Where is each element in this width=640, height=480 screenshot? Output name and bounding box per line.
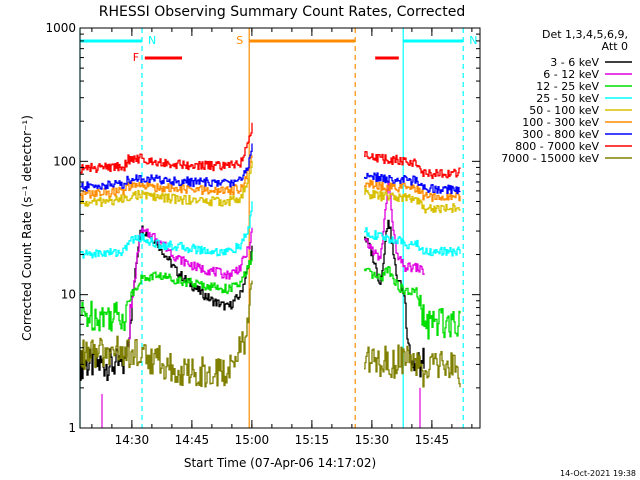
series-line <box>80 122 253 174</box>
series-line <box>364 219 425 378</box>
series-line <box>80 225 253 382</box>
x-tick-label: 15:00 <box>235 433 270 447</box>
legend-label: 25 - 50 keV <box>536 92 599 105</box>
y-tick-label: 100 <box>53 154 76 168</box>
series-line <box>80 280 253 388</box>
series-line <box>364 151 461 179</box>
x-tick-label: 15:15 <box>295 433 330 447</box>
legend-label: 50 - 100 keV <box>529 104 599 117</box>
plot-area: N NFS <box>79 28 477 428</box>
legend-label: 100 - 300 keV <box>522 116 599 129</box>
series-line <box>80 251 253 332</box>
x-tick-label: 14:45 <box>175 433 210 447</box>
series-line <box>364 172 461 195</box>
series-line <box>364 265 461 340</box>
series-line <box>80 155 253 200</box>
plot-frame <box>79 27 481 429</box>
series-line <box>80 201 253 259</box>
legend-label: 12 - 25 keV <box>536 80 599 93</box>
legend-header: Att 0 <box>602 40 628 53</box>
legend-label: 800 - 7000 keV <box>515 140 599 153</box>
x-axis: 14:30 14:45 15:00 15:15 15:30 15:45 <box>91 28 473 447</box>
legend-label: 300 - 800 keV <box>522 128 599 141</box>
y-tick-label: 1 <box>68 421 76 435</box>
annotation-label: N <box>469 34 477 47</box>
x-tick-label: 14:30 <box>115 433 150 447</box>
y-axis: 1 10 100 1000 <box>45 21 480 435</box>
legend-label: 3 - 6 keV <box>550 56 599 69</box>
legend-label: 6 - 12 keV <box>543 68 599 81</box>
series-line <box>80 143 253 192</box>
series-line <box>364 180 425 275</box>
annotation-label: F <box>133 51 139 64</box>
x-axis-label: Start Time (07-Apr-06 14:17:02) <box>184 456 376 470</box>
y-axis-label: Corrected Count Rate (s⁻¹ detector⁻¹) <box>20 115 34 341</box>
series-line <box>128 227 253 348</box>
legend-header: Det 1,3,4,5,6,9, <box>542 28 628 41</box>
annotation-label: N <box>148 34 156 47</box>
annotation-label: S <box>236 34 243 47</box>
x-tick-label: 15:45 <box>415 433 450 447</box>
series-line <box>364 179 461 202</box>
y-tick-label: 10 <box>61 288 76 302</box>
x-tick-label: 15:30 <box>355 433 390 447</box>
series-line <box>364 187 461 214</box>
y-tick-label: 1000 <box>45 21 76 35</box>
footer-timestamp: 14-Oct-2021 19:38 <box>560 469 636 478</box>
legend-label: 7000 - 15000 keV <box>501 152 599 165</box>
chart-title: RHESSI Observing Summary Count Rates, Co… <box>99 4 465 20</box>
series-line <box>364 344 461 388</box>
series-line <box>364 227 461 257</box>
